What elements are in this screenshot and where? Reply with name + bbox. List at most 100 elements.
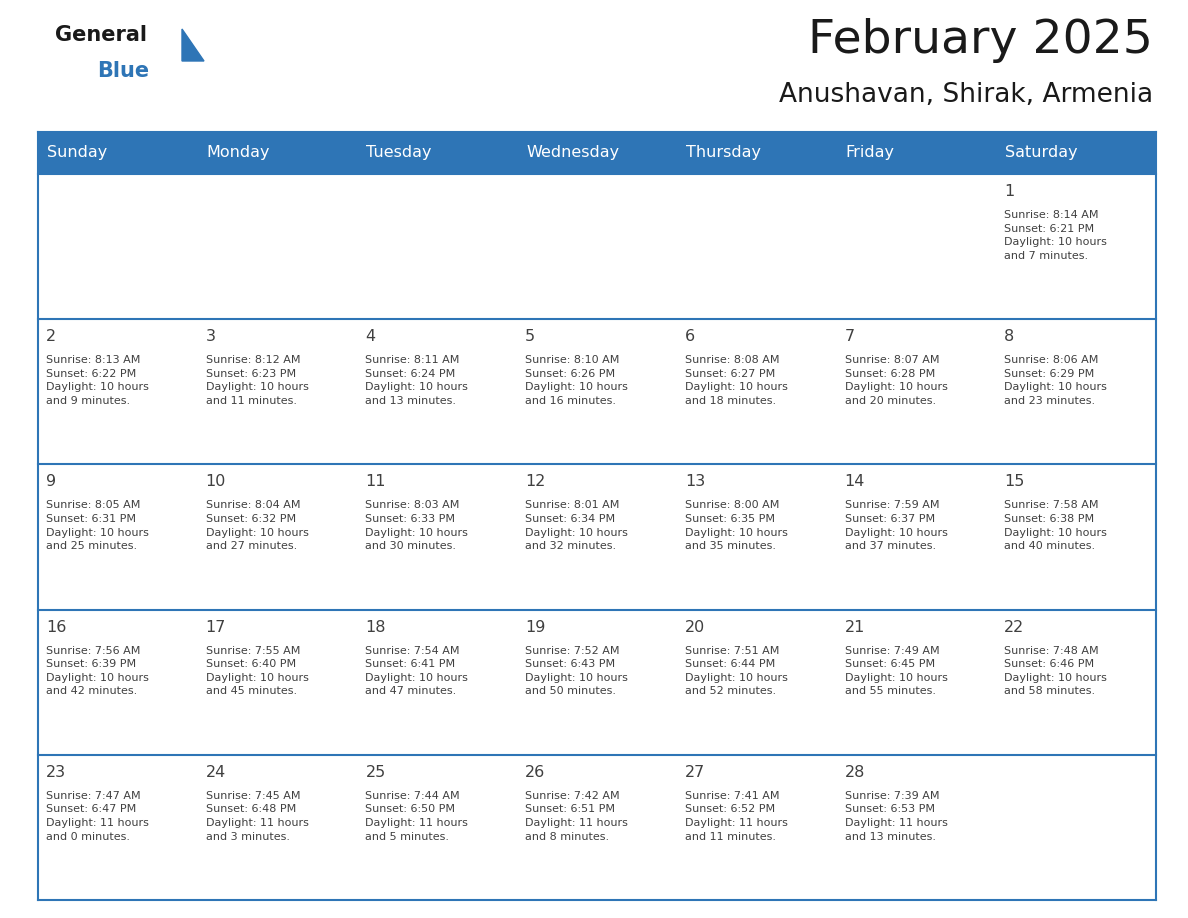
Bar: [38, 610, 197, 755]
Text: 28: 28: [845, 765, 865, 779]
Bar: [358, 755, 517, 900]
Text: Sunrise: 7:54 AM
Sunset: 6:41 PM
Daylight: 10 hours
and 47 minutes.: Sunrise: 7:54 AM Sunset: 6:41 PM Dayligh…: [366, 645, 468, 697]
Text: 13: 13: [684, 475, 706, 489]
Bar: [997, 174, 1156, 319]
Text: Sunrise: 8:08 AM
Sunset: 6:27 PM
Daylight: 10 hours
and 18 minutes.: Sunrise: 8:08 AM Sunset: 6:27 PM Dayligh…: [684, 355, 788, 406]
Text: Sunrise: 8:12 AM
Sunset: 6:23 PM
Daylight: 10 hours
and 11 minutes.: Sunrise: 8:12 AM Sunset: 6:23 PM Dayligh…: [206, 355, 309, 406]
Text: Sunrise: 7:39 AM
Sunset: 6:53 PM
Daylight: 11 hours
and 13 minutes.: Sunrise: 7:39 AM Sunset: 6:53 PM Dayligh…: [845, 790, 948, 842]
Text: Wednesday: Wednesday: [526, 145, 619, 161]
Text: 17: 17: [206, 620, 226, 634]
Text: Sunrise: 7:58 AM
Sunset: 6:38 PM
Daylight: 10 hours
and 40 minutes.: Sunrise: 7:58 AM Sunset: 6:38 PM Dayligh…: [1004, 500, 1107, 551]
Text: Sunrise: 8:14 AM
Sunset: 6:21 PM
Daylight: 10 hours
and 7 minutes.: Sunrise: 8:14 AM Sunset: 6:21 PM Dayligh…: [1004, 210, 1107, 261]
Text: Sunrise: 8:03 AM
Sunset: 6:33 PM
Daylight: 10 hours
and 30 minutes.: Sunrise: 8:03 AM Sunset: 6:33 PM Dayligh…: [366, 500, 468, 551]
Text: 20: 20: [684, 620, 706, 634]
Text: Tuesday: Tuesday: [366, 145, 432, 161]
Text: Saturday: Saturday: [1005, 145, 1078, 161]
Text: 18: 18: [366, 620, 386, 634]
Text: Sunrise: 7:56 AM
Sunset: 6:39 PM
Daylight: 10 hours
and 42 minutes.: Sunrise: 7:56 AM Sunset: 6:39 PM Dayligh…: [46, 645, 148, 697]
Text: Sunrise: 7:52 AM
Sunset: 6:43 PM
Daylight: 10 hours
and 50 minutes.: Sunrise: 7:52 AM Sunset: 6:43 PM Dayligh…: [525, 645, 628, 697]
Bar: [358, 610, 517, 755]
Bar: [358, 174, 517, 319]
Text: 19: 19: [525, 620, 545, 634]
Polygon shape: [182, 29, 204, 61]
Text: Sunrise: 7:44 AM
Sunset: 6:50 PM
Daylight: 11 hours
and 5 minutes.: Sunrise: 7:44 AM Sunset: 6:50 PM Dayligh…: [366, 790, 468, 842]
Text: Sunrise: 8:06 AM
Sunset: 6:29 PM
Daylight: 10 hours
and 23 minutes.: Sunrise: 8:06 AM Sunset: 6:29 PM Dayligh…: [1004, 355, 1107, 406]
Text: 7: 7: [845, 330, 854, 344]
Text: Sunrise: 7:45 AM
Sunset: 6:48 PM
Daylight: 11 hours
and 3 minutes.: Sunrise: 7:45 AM Sunset: 6:48 PM Dayligh…: [206, 790, 309, 842]
Text: 8: 8: [1004, 330, 1015, 344]
Bar: [677, 465, 836, 610]
Text: Sunday: Sunday: [48, 145, 107, 161]
Bar: [677, 755, 836, 900]
Text: 6: 6: [684, 330, 695, 344]
Bar: [836, 465, 997, 610]
Bar: [517, 319, 677, 465]
Text: 22: 22: [1004, 620, 1024, 634]
Bar: [38, 465, 197, 610]
Bar: [38, 319, 197, 465]
Bar: [997, 319, 1156, 465]
Bar: [517, 755, 677, 900]
Bar: [197, 465, 358, 610]
Text: 5: 5: [525, 330, 536, 344]
Bar: [358, 465, 517, 610]
Text: Blue: Blue: [97, 61, 150, 81]
Bar: [517, 610, 677, 755]
Bar: [997, 610, 1156, 755]
Text: 24: 24: [206, 765, 226, 779]
Text: Thursday: Thursday: [685, 145, 760, 161]
Text: February 2025: February 2025: [808, 18, 1154, 63]
Text: 23: 23: [46, 765, 67, 779]
Text: Sunrise: 7:49 AM
Sunset: 6:45 PM
Daylight: 10 hours
and 55 minutes.: Sunrise: 7:49 AM Sunset: 6:45 PM Dayligh…: [845, 645, 948, 697]
Text: 4: 4: [366, 330, 375, 344]
Text: 16: 16: [46, 620, 67, 634]
Bar: [38, 174, 197, 319]
Text: 25: 25: [366, 765, 386, 779]
Text: Sunrise: 7:48 AM
Sunset: 6:46 PM
Daylight: 10 hours
and 58 minutes.: Sunrise: 7:48 AM Sunset: 6:46 PM Dayligh…: [1004, 645, 1107, 697]
Bar: [836, 610, 997, 755]
Text: Sunrise: 7:41 AM
Sunset: 6:52 PM
Daylight: 11 hours
and 11 minutes.: Sunrise: 7:41 AM Sunset: 6:52 PM Dayligh…: [684, 790, 788, 842]
Text: Sunrise: 7:47 AM
Sunset: 6:47 PM
Daylight: 11 hours
and 0 minutes.: Sunrise: 7:47 AM Sunset: 6:47 PM Dayligh…: [46, 790, 148, 842]
Bar: [677, 610, 836, 755]
Bar: [197, 755, 358, 900]
Text: 1: 1: [1004, 184, 1015, 199]
Text: Sunrise: 8:07 AM
Sunset: 6:28 PM
Daylight: 10 hours
and 20 minutes.: Sunrise: 8:07 AM Sunset: 6:28 PM Dayligh…: [845, 355, 948, 406]
Text: Sunrise: 8:13 AM
Sunset: 6:22 PM
Daylight: 10 hours
and 9 minutes.: Sunrise: 8:13 AM Sunset: 6:22 PM Dayligh…: [46, 355, 148, 406]
Text: 15: 15: [1004, 475, 1025, 489]
Text: 21: 21: [845, 620, 865, 634]
Bar: [836, 174, 997, 319]
Text: General: General: [55, 25, 147, 45]
Text: Sunrise: 8:05 AM
Sunset: 6:31 PM
Daylight: 10 hours
and 25 minutes.: Sunrise: 8:05 AM Sunset: 6:31 PM Dayligh…: [46, 500, 148, 551]
Bar: [997, 465, 1156, 610]
Text: 3: 3: [206, 330, 216, 344]
Text: 9: 9: [46, 475, 56, 489]
Text: Sunrise: 8:11 AM
Sunset: 6:24 PM
Daylight: 10 hours
and 13 minutes.: Sunrise: 8:11 AM Sunset: 6:24 PM Dayligh…: [366, 355, 468, 406]
Bar: [358, 319, 517, 465]
Bar: [997, 755, 1156, 900]
Text: 2: 2: [46, 330, 56, 344]
Text: 14: 14: [845, 475, 865, 489]
Bar: [517, 174, 677, 319]
Bar: [677, 319, 836, 465]
Bar: [38, 132, 1156, 174]
Text: 12: 12: [525, 475, 545, 489]
Text: 11: 11: [366, 475, 386, 489]
Bar: [197, 174, 358, 319]
Bar: [836, 319, 997, 465]
Bar: [836, 755, 997, 900]
Text: Sunrise: 7:42 AM
Sunset: 6:51 PM
Daylight: 11 hours
and 8 minutes.: Sunrise: 7:42 AM Sunset: 6:51 PM Dayligh…: [525, 790, 628, 842]
Bar: [38, 755, 197, 900]
Text: Sunrise: 8:10 AM
Sunset: 6:26 PM
Daylight: 10 hours
and 16 minutes.: Sunrise: 8:10 AM Sunset: 6:26 PM Dayligh…: [525, 355, 628, 406]
Text: 26: 26: [525, 765, 545, 779]
Bar: [197, 319, 358, 465]
Text: Friday: Friday: [846, 145, 895, 161]
Text: Monday: Monday: [207, 145, 270, 161]
Bar: [517, 465, 677, 610]
Text: Anushavan, Shirak, Armenia: Anushavan, Shirak, Armenia: [779, 82, 1154, 108]
Text: Sunrise: 7:59 AM
Sunset: 6:37 PM
Daylight: 10 hours
and 37 minutes.: Sunrise: 7:59 AM Sunset: 6:37 PM Dayligh…: [845, 500, 948, 551]
Text: 10: 10: [206, 475, 226, 489]
Bar: [197, 610, 358, 755]
Text: Sunrise: 7:51 AM
Sunset: 6:44 PM
Daylight: 10 hours
and 52 minutes.: Sunrise: 7:51 AM Sunset: 6:44 PM Dayligh…: [684, 645, 788, 697]
Bar: [677, 174, 836, 319]
Text: Sunrise: 7:55 AM
Sunset: 6:40 PM
Daylight: 10 hours
and 45 minutes.: Sunrise: 7:55 AM Sunset: 6:40 PM Dayligh…: [206, 645, 309, 697]
